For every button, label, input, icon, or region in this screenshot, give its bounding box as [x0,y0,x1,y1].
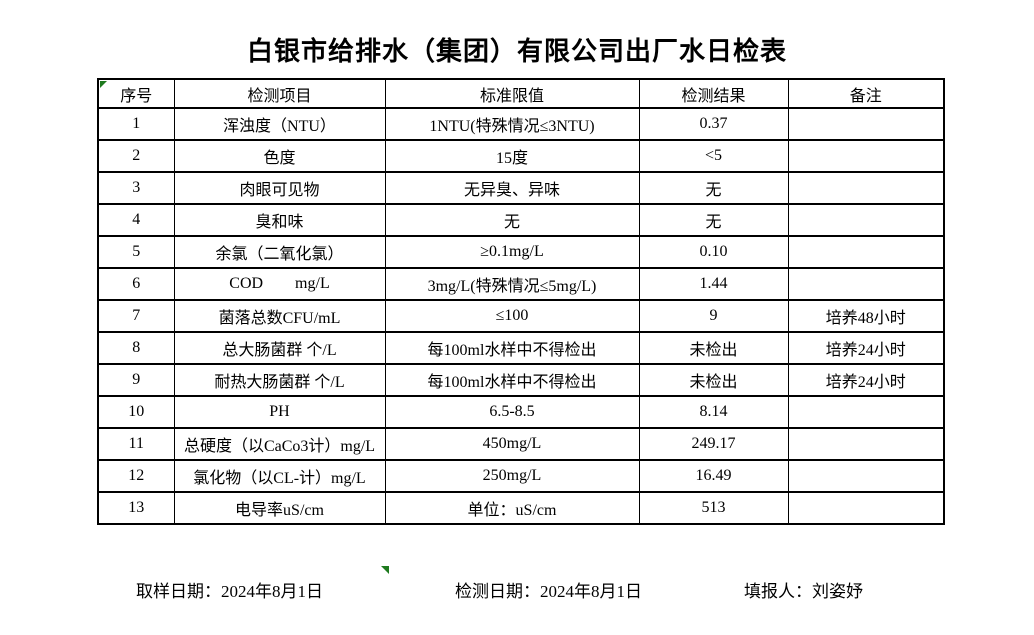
cell-remark [787,107,945,141]
column-header-result-label: 检测结果 [681,87,746,105]
table-row: 9 耐热大肠菌群 个/L 每100ml水样中不得检出 未检出 培养24小时 [97,363,945,397]
cell-test-item: 氯化物（以CL-计）mg/L [173,459,386,493]
column-header-item-label: 检测项目 [247,87,312,105]
cell-test-item: 总大肠菌群 个/L [173,331,386,365]
cell-serial-number: 1 [97,107,175,141]
cell-test-item: 浑浊度（NTU） [173,107,386,141]
cell-test-result: 未检出 [638,331,789,365]
cell-standard-limit: ≥0.1mg/L [384,235,640,269]
cell-serial-number: 3 [97,171,175,205]
cell-remark [787,395,945,429]
cell-standard-limit: 1NTU(特殊情况≤3NTU) [384,107,640,141]
column-header-no-label: 序号 [120,87,153,105]
green-arrow-marker-icon [381,566,389,574]
cell-remark [787,491,945,525]
table-row: 12 氯化物（以CL-计）mg/L 250mg/L 16.49 [97,459,945,493]
cell-standard-limit: 3mg/L(特殊情况≤5mg/L) [384,267,640,301]
table-row: 13 电导率uS/cm 单位：uS/cm 513 [97,491,945,525]
column-header-limit: 标准限值 [384,78,640,109]
cell-test-result: 未检出 [638,363,789,397]
cell-remark [787,267,945,301]
table-row: 7 菌落总数CFU/mL ≤100 9 培养48小时 [97,299,945,333]
cell-test-item: 菌落总数CFU/mL [173,299,386,333]
cell-standard-limit: 无 [384,203,640,237]
cell-test-item: 电导率uS/cm [173,491,386,525]
column-header-result: 检测结果 [638,78,789,109]
cell-test-item: 臭和味 [173,203,386,237]
cell-test-result: 9 [638,299,789,333]
cell-remark [787,459,945,493]
page-title: 白银市给排水（集团）有限公司出厂水日检表 [246,37,787,66]
excel-error-indicator-icon [100,81,107,88]
cell-test-item: 耐热大肠菌群 个/L [173,363,386,397]
cell-remark: 培养24小时 [787,331,945,365]
cell-test-item: 色度 [173,139,386,173]
table-row: 5 余氯（二氧化氯） ≥0.1mg/L 0.10 [97,235,945,269]
cell-remark: 培养24小时 [787,363,945,397]
cell-serial-number: 10 [97,395,175,429]
cell-test-result: 0.10 [638,235,789,269]
sampling-date: 取样日期：2024年8月1日 [136,582,323,601]
table-row: 6 COD mg/L 3mg/L(特殊情况≤5mg/L) 1.44 [97,267,945,301]
reporter-name: 填报人：刘姿妤 [744,582,863,601]
cell-standard-limit: 250mg/L [384,459,640,493]
cell-serial-number: 4 [97,203,175,237]
table-row: 1 浑浊度（NTU） 1NTU(特殊情况≤3NTU) 0.37 [97,107,945,141]
cell-test-item: 余氯（二氧化氯） [173,235,386,269]
cell-serial-number: 12 [97,459,175,493]
table-row: 2 色度 15度 <5 [97,139,945,173]
cell-remark: 培养48小时 [787,299,945,333]
table-row: 11 总硬度（以CaCo3计）mg/L 450mg/L 249.17 [97,427,945,461]
cell-standard-limit: 单位：uS/cm [384,491,640,525]
column-header-remark-label: 备注 [849,87,882,105]
cell-serial-number: 2 [97,139,175,173]
cell-remark [787,139,945,173]
test-date: 检测日期：2024年8月1日 [455,582,642,601]
cell-test-result: <5 [638,139,789,173]
cell-serial-number: 13 [97,491,175,525]
table-row: 10 PH 6.5-8.5 8.14 [97,395,945,429]
cell-serial-number: 5 [97,235,175,269]
cell-standard-limit: 15度 [384,139,640,173]
cell-test-result: 16.49 [638,459,789,493]
column-header-remark: 备注 [787,78,945,109]
cell-test-result: 无 [638,203,789,237]
cell-test-result: 513 [638,491,789,525]
column-header-limit-label: 标准限值 [479,87,544,105]
cell-test-item: COD mg/L [173,267,386,301]
cell-test-result: 无 [638,171,789,205]
cell-test-result: 8.14 [638,395,789,429]
cell-standard-limit: 每100ml水样中不得检出 [384,331,640,365]
cell-serial-number: 9 [97,363,175,397]
cell-serial-number: 8 [97,331,175,365]
cell-test-result: 1.44 [638,267,789,301]
cell-serial-number: 6 [97,267,175,301]
header-row: 序号 检测项目 标准限值 检测结果 备注 [97,78,945,109]
table-row: 8 总大肠菌群 个/L 每100ml水样中不得检出 未检出 培养24小时 [97,331,945,365]
cell-test-result: 249.17 [638,427,789,461]
column-header-no: 序号 [97,78,175,109]
cell-test-item: 总硬度（以CaCo3计）mg/L [173,427,386,461]
table-row: 3 肉眼可见物 无异臭、异味 无 [97,171,945,205]
cell-remark [787,427,945,461]
cell-test-result: 0.37 [638,107,789,141]
cell-serial-number: 11 [97,427,175,461]
cell-test-item: PH [173,395,386,429]
cell-standard-limit: 450mg/L [384,427,640,461]
inspection-table: 序号 检测项目 标准限值 检测结果 备注 1 浑浊度（NTU） 1NTU(特殊情… [97,78,945,525]
cell-standard-limit: 每100ml水样中不得检出 [384,363,640,397]
footer: 取样日期：2024年8月1日 检测日期：2024年8月1日 填报人：刘姿妤 [0,577,1034,601]
cell-remark [787,171,945,205]
column-header-item: 检测项目 [173,78,386,109]
cell-standard-limit: 6.5-8.5 [384,395,640,429]
table-row: 4 臭和味 无 无 [97,203,945,237]
cell-standard-limit: 无异臭、异味 [384,171,640,205]
cell-standard-limit: ≤100 [384,299,640,333]
cell-test-item: 肉眼可见物 [173,171,386,205]
cell-remark [787,203,945,237]
cell-serial-number: 7 [97,299,175,333]
cell-remark [787,235,945,269]
